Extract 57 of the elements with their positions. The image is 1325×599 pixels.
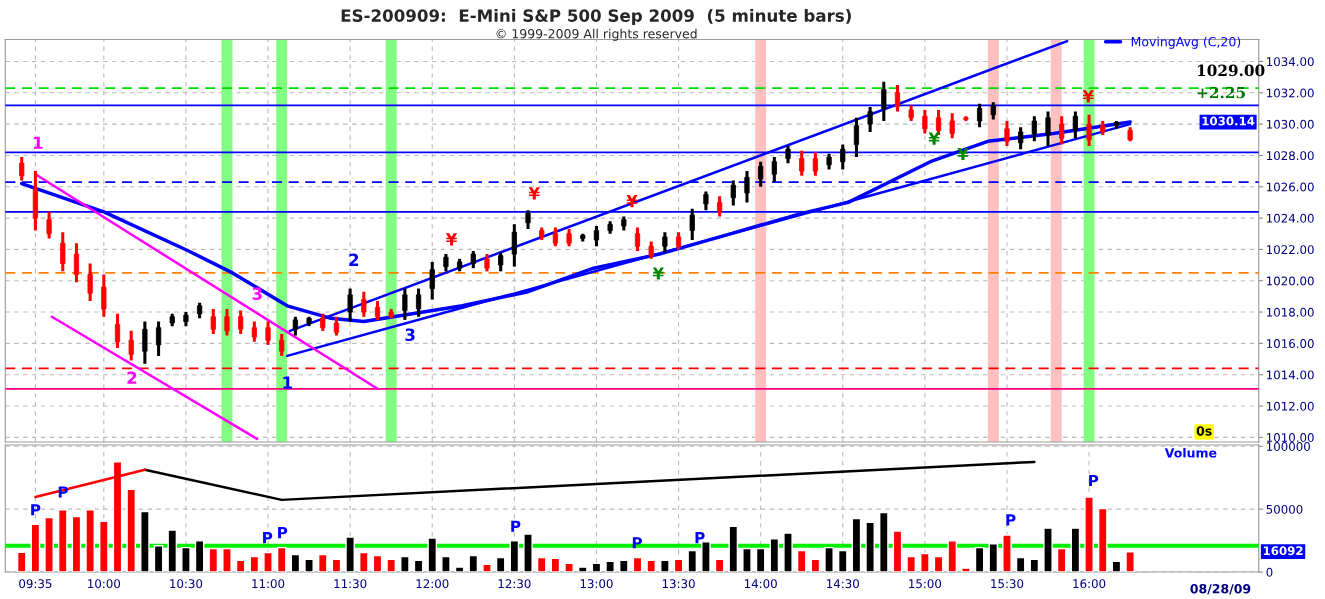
x-tick-label: 14:30 [827, 579, 859, 589]
annotation: P [263, 532, 273, 544]
annotation: 2 [127, 371, 137, 384]
annotation: 1 [283, 376, 292, 389]
x-tick-label: 12:30 [498, 579, 531, 589]
y-tick-label: 1022.00 [1266, 245, 1314, 255]
annotation: P [31, 504, 41, 516]
x-tick-label: 10:30 [170, 579, 203, 589]
annotation: Volume [1164, 447, 1217, 458]
annotation: 1 [33, 136, 43, 149]
y-tick-label: 1020.00 [1266, 276, 1314, 286]
x-tick-label: 11:00 [252, 579, 285, 589]
y-tick-label: 1024.00 [1266, 213, 1314, 223]
annotation: P [511, 520, 521, 532]
y-tick-label: 1026.00 [1266, 182, 1314, 192]
y-tick-label: 50000 [1266, 504, 1303, 514]
x-tick-label: 15:30 [991, 579, 1024, 589]
y-tick-label: 1030.00 [1266, 119, 1314, 129]
x-tick-label: 13:30 [662, 579, 695, 589]
text: 16092 [1263, 546, 1303, 556]
x-tick-label: 15:00 [909, 579, 942, 589]
annotation: ¥ [928, 132, 940, 145]
x-tick-label: 14:00 [744, 579, 777, 589]
y-tick-label: 0 [1266, 567, 1273, 577]
annotation: P [1006, 514, 1016, 526]
annotation: 3 [252, 287, 262, 300]
annotation: P [278, 527, 288, 539]
annotation: 1029.00 [1197, 64, 1265, 77]
chart-subtitle: © 1999-2009 All rights reserved [496, 28, 697, 41]
y-tick-label: 1014.00 [1266, 370, 1314, 380]
x-tick-label: 10:00 [88, 579, 121, 589]
annotation: ¥ [1082, 90, 1094, 103]
x-tick-label: 09:35 [19, 579, 52, 589]
y-tick-label: 1028.00 [1266, 151, 1314, 161]
x-tick-label: 12:00 [416, 579, 449, 589]
y-tick-label: 1032.00 [1266, 88, 1314, 98]
annotation: 1030.14 [1202, 116, 1255, 126]
annotation: P [695, 532, 705, 544]
y-tick-label: 1016.00 [1266, 339, 1314, 349]
y-tick-label: 1010.00 [1266, 433, 1314, 443]
x-tick-label: 11:30 [334, 579, 367, 589]
legend-label: MovingAvg (C,20) [1131, 36, 1241, 49]
annotation: 3 [405, 328, 415, 342]
x-tick-label: 13:00 [580, 579, 613, 589]
x-tick-label: 16:00 [1073, 579, 1106, 589]
annotation: ¥ [445, 233, 458, 246]
y-tick-label: 1034.00 [1266, 57, 1314, 67]
y-tick-label: 1012.00 [1266, 401, 1314, 411]
y-tick-label: 1018.00 [1266, 307, 1314, 317]
annotation: +2.25 [1197, 86, 1245, 99]
annotation: 0s [1196, 426, 1212, 436]
chart-title: ES-200909: E-Mini S&P 500 Sep 2009 (5 minute bars) [341, 8, 851, 26]
annotation: ¥ [528, 187, 540, 200]
y-tick-label: 100000 [1266, 442, 1310, 451]
text: 08/28/09 [1190, 584, 1251, 595]
annotation: P [1089, 474, 1099, 487]
annotation: 2 [349, 253, 359, 266]
